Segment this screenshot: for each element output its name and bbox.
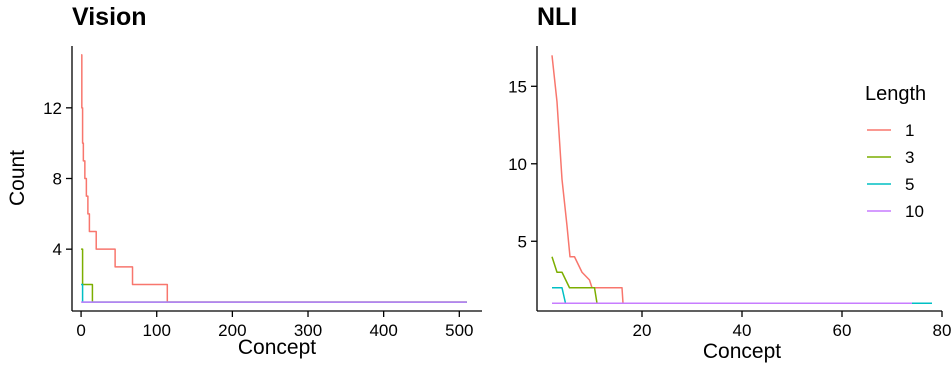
nli-panel-title: NLI [537, 3, 577, 31]
vision-x-tick-label: 400 [369, 321, 397, 340]
nli-y-tick-label: 10 [508, 155, 527, 174]
vision-y-axis-label: Count [6, 150, 29, 206]
vision-y-tick-label: 4 [53, 240, 62, 259]
nli-y-ticks: 5 10 15 [508, 77, 537, 251]
nli-series-line-length-5 [552, 287, 932, 304]
vision-y-ticks: 4 8 12 [43, 99, 72, 259]
nli-y-tick-label: 5 [518, 232, 527, 251]
legend-label-length-10: 10 [905, 202, 924, 221]
nli-x-tick-label: 20 [633, 321, 652, 340]
nli-x-tick-label: 60 [833, 321, 852, 340]
vision-y-tick-label: 8 [53, 170, 62, 189]
legend-entries: 1 3 5 10 [867, 121, 924, 221]
nli-series-line-length-1 [551, 55, 932, 304]
vision-y-tick-label: 12 [43, 99, 62, 118]
legend-label-length-5: 5 [905, 175, 914, 194]
nli-x-tick-label: 40 [733, 321, 752, 340]
nli-y-tick-label: 15 [508, 77, 527, 96]
legend-label-length-3: 3 [905, 148, 914, 167]
legend-title: Length [865, 83, 926, 105]
vision-x-ticks: 0 100 200 300 400 500 [76, 311, 473, 340]
nli-x-ticks: 20 40 60 80 [633, 311, 951, 340]
vision-x-axis-label: Concept [238, 336, 316, 359]
vision-series-line-length-5 [81, 283, 467, 303]
vision-x-tick-label: 300 [294, 321, 322, 340]
nli-x-axis-label: Concept [703, 340, 781, 363]
vision-x-tick-label: 200 [218, 321, 246, 340]
nli-x-tick-label: 80 [933, 321, 951, 340]
vision-panel-title: Vision [72, 3, 147, 31]
nli-series-line-length-3 [551, 256, 932, 304]
legend: Length 1 3 5 10 [865, 83, 926, 221]
vision-series-group [81, 54, 467, 303]
vision-series-line-length-3 [81, 248, 467, 303]
vision-series-line-length-1 [81, 54, 467, 303]
vision-x-tick-label: 100 [143, 321, 171, 340]
vision-x-tick-label: 500 [445, 321, 473, 340]
nli-series-group [551, 55, 932, 304]
vision-x-tick-label: 0 [76, 321, 85, 340]
legend-label-length-1: 1 [905, 121, 914, 140]
vision-panel: Vision 4 8 12 0 100 200 300 400 500 Concept Cou… [6, 3, 482, 359]
